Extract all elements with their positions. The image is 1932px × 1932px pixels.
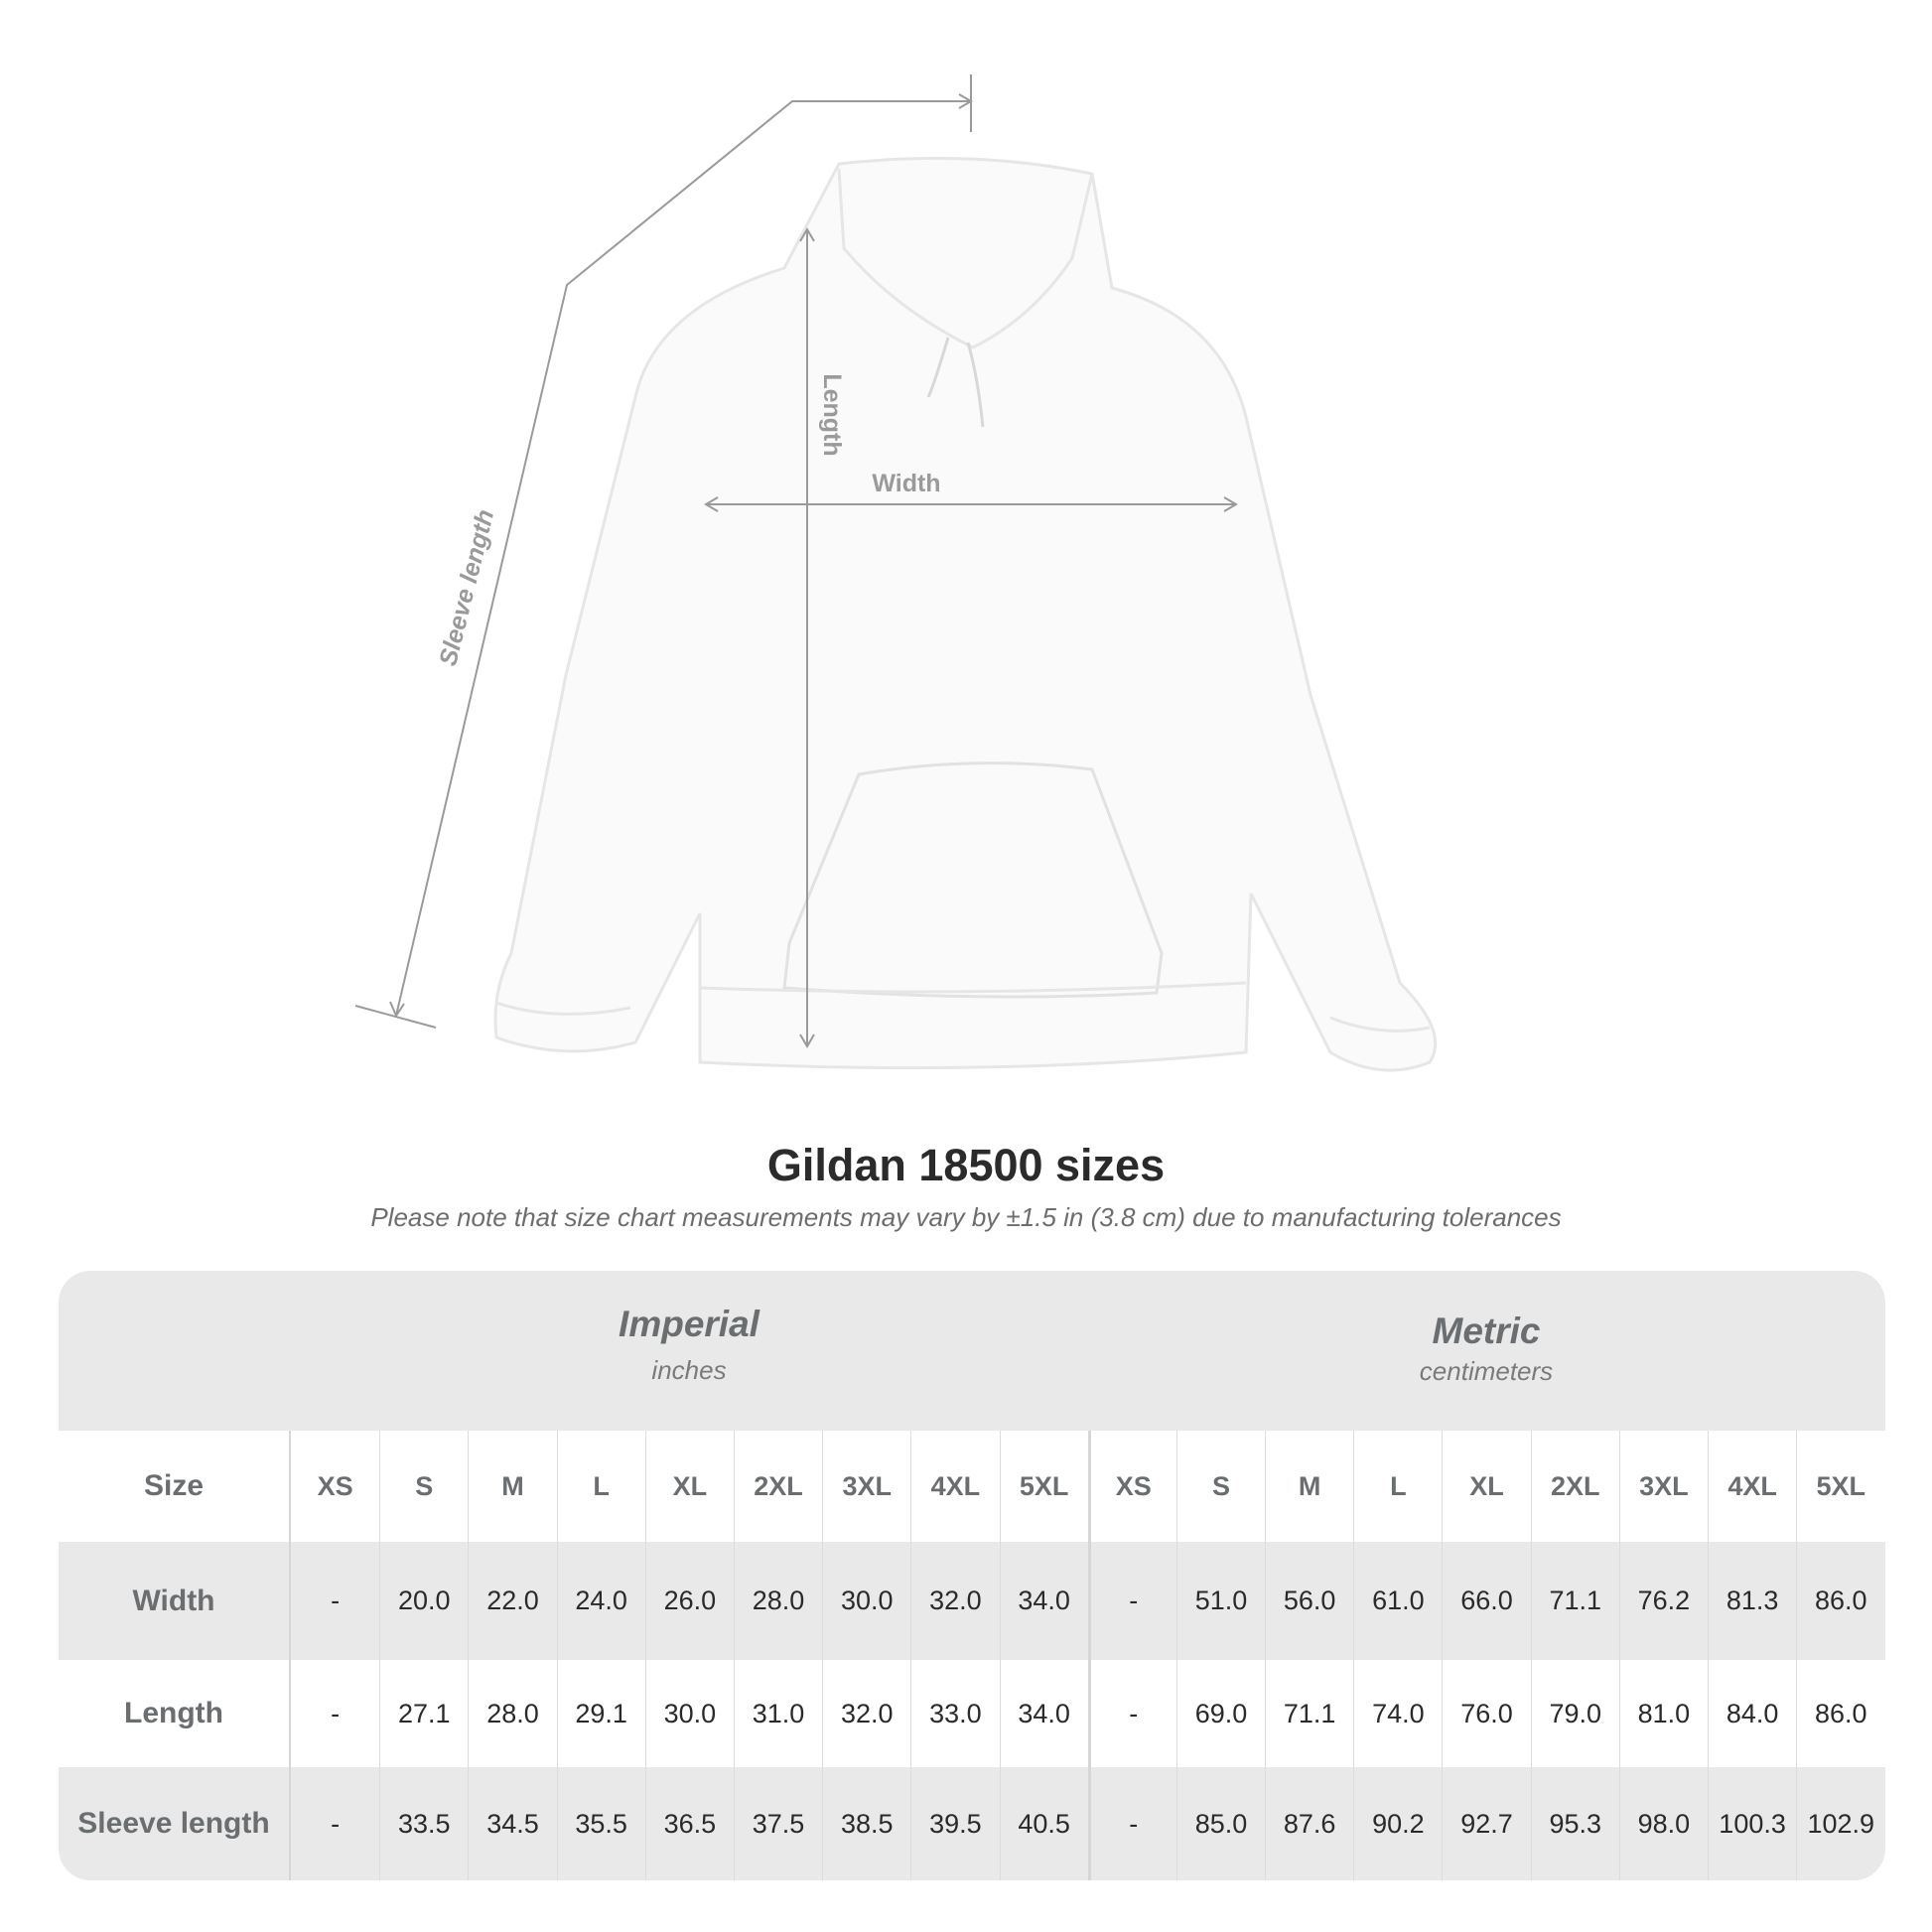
metric-value-cell: 74.0 [1353,1660,1442,1767]
metric-value-cell: - [1087,1660,1176,1767]
imperial-size-header: 2XL [733,1431,822,1542]
metric-value-cell: 90.2 [1353,1767,1442,1880]
imperial-size-header: M [468,1431,556,1542]
imperial-value-cell: - [331,1586,341,1615]
metric-header: Metric centimeters [1087,1271,1885,1431]
imperial-value-cell: 35.5 [556,1767,645,1880]
imperial-value-cell: 22.0 [468,1542,556,1660]
metric-title: Metric [1432,1311,1541,1351]
table-row: Size XS S M L XL 2XL 3XL 4XL 5XL XS S M L XL 2XL 3XL 4XL 5… [59,1431,1885,1542]
table-row: Length -27.1 28.0 29.1 30.0 31.0 32.0 33.0 34.0-… [59,1660,1885,1767]
imperial-header: Imperial inches [291,1271,1087,1431]
metric-value-cell: 66.0 [1442,1542,1530,1660]
imperial-size-header: 4XL [910,1431,999,1542]
imperial-size-header: XS [317,1470,353,1501]
imperial-value-cell: 29.1 [556,1660,645,1767]
metric-value-cell: 71.1 [1530,1542,1619,1660]
metric-size-header: L [1353,1431,1442,1542]
hoodie-image [493,156,1438,1072]
metric-value-cell: 86.0 [1796,1542,1884,1660]
row-label: Size [59,1431,291,1542]
metric-value-cell: 95.3 [1530,1767,1619,1880]
imperial-size-header: XL [644,1431,734,1542]
sleeve-measure-line [395,100,971,1017]
page-title: Gildan 18500 sizes [766,1140,1166,1190]
imperial-value-cell: 40.5 [999,1767,1088,1880]
metric-value-cell: 87.6 [1265,1767,1353,1880]
imperial-value-cell: 39.5 [910,1767,999,1880]
row-label: Sleeve length [59,1767,291,1880]
tolerance-note: Please note that size chart measurements… [370,1202,1562,1232]
imperial-title: Imperial [619,1304,759,1344]
metric-value-cell: 69.0 [1175,1660,1265,1767]
imperial-value-cell: 33.0 [910,1660,999,1767]
imperial-value-cell: 36.5 [644,1767,734,1880]
metric-value-cell: - [1087,1767,1176,1880]
metric-value-cell: 76.0 [1442,1660,1530,1767]
imperial-value-cell: 30.0 [644,1660,734,1767]
imperial-value-cell: 32.0 [910,1542,999,1660]
imperial-unit: inches [651,1355,727,1385]
imperial-value-cell: 24.0 [556,1542,645,1660]
imperial-value-cell: 32.0 [822,1660,910,1767]
metric-value-cell: 61.0 [1353,1542,1442,1660]
imperial-value-cell: 33.5 [379,1767,468,1880]
imperial-size-header: L [556,1431,645,1542]
metric-size-header: 2XL [1530,1431,1619,1542]
imperial-value-cell: 34.5 [468,1767,556,1880]
imperial-value-cell: 28.0 [733,1542,822,1660]
metric-value-cell: 51.0 [1175,1542,1265,1660]
metric-size-header: 5XL [1796,1431,1884,1542]
table-row: Width -20.0 22.0 24.0 26.0 28.0 30.0 32.0 34.0-5… [59,1542,1885,1660]
metric-size-header: XL [1442,1431,1530,1542]
row-label: Length [59,1660,291,1767]
length-label: Length [818,373,846,456]
metric-value-cell: 84.0 [1708,1660,1796,1767]
imperial-value-cell: - [331,1698,341,1728]
imperial-value-cell: 34.0 [999,1660,1088,1767]
imperial-value-cell: 27.1 [379,1660,468,1767]
metric-value-cell: 86.0 [1796,1660,1884,1767]
metric-value-cell: 81.3 [1708,1542,1796,1660]
metric-value-cell: 85.0 [1175,1767,1265,1880]
metric-size-header: M [1265,1431,1353,1542]
metric-unit: centimeters [1419,1356,1554,1386]
imperial-value-cell: 20.0 [379,1542,468,1660]
metric-value-cell: 102.9 [1796,1767,1884,1880]
imperial-value-cell: 26.0 [644,1542,734,1660]
metric-value-cell: 76.2 [1618,1542,1708,1660]
metric-value-cell: 79.0 [1530,1660,1619,1767]
imperial-value-cell: 37.5 [733,1767,822,1880]
metric-value-cell: - [1087,1542,1176,1660]
metric-value-cell: 81.0 [1618,1660,1708,1767]
metric-value-cell: 71.1 [1265,1660,1353,1767]
size-table: Imperial inches Metric centimeters Size X… [59,1271,1885,1880]
sleeve-length-label: Sleeve length [434,506,499,668]
imperial-value-cell: 38.5 [822,1767,910,1880]
metric-size-header: S [1175,1431,1265,1542]
metric-value-cell: 92.7 [1442,1767,1530,1880]
metric-size-header: XS [1087,1431,1176,1542]
imperial-value-cell: 28.0 [468,1660,556,1767]
imperial-size-header: 5XL [999,1431,1088,1542]
metric-size-header: 3XL [1618,1431,1708,1542]
metric-value-cell: 98.0 [1618,1767,1708,1880]
imperial-value-cell: 31.0 [733,1660,822,1767]
table-row: Sleeve length - 33.5 34.5 35.5 36.5 37.5 38.5 39… [59,1767,1885,1880]
imperial-value-cell: 30.0 [822,1542,910,1660]
row-label: Width [59,1542,291,1660]
imperial-value-cell: - [331,1808,341,1839]
imperial-size-header: 3XL [822,1431,910,1542]
width-label: Width [872,470,940,497]
metric-value-cell: 56.0 [1265,1542,1353,1660]
imperial-size-header: S [379,1431,468,1542]
metric-size-header: 4XL [1708,1431,1796,1542]
imperial-value-cell: 34.0 [999,1542,1088,1660]
metric-value-cell: 100.3 [1708,1767,1796,1880]
